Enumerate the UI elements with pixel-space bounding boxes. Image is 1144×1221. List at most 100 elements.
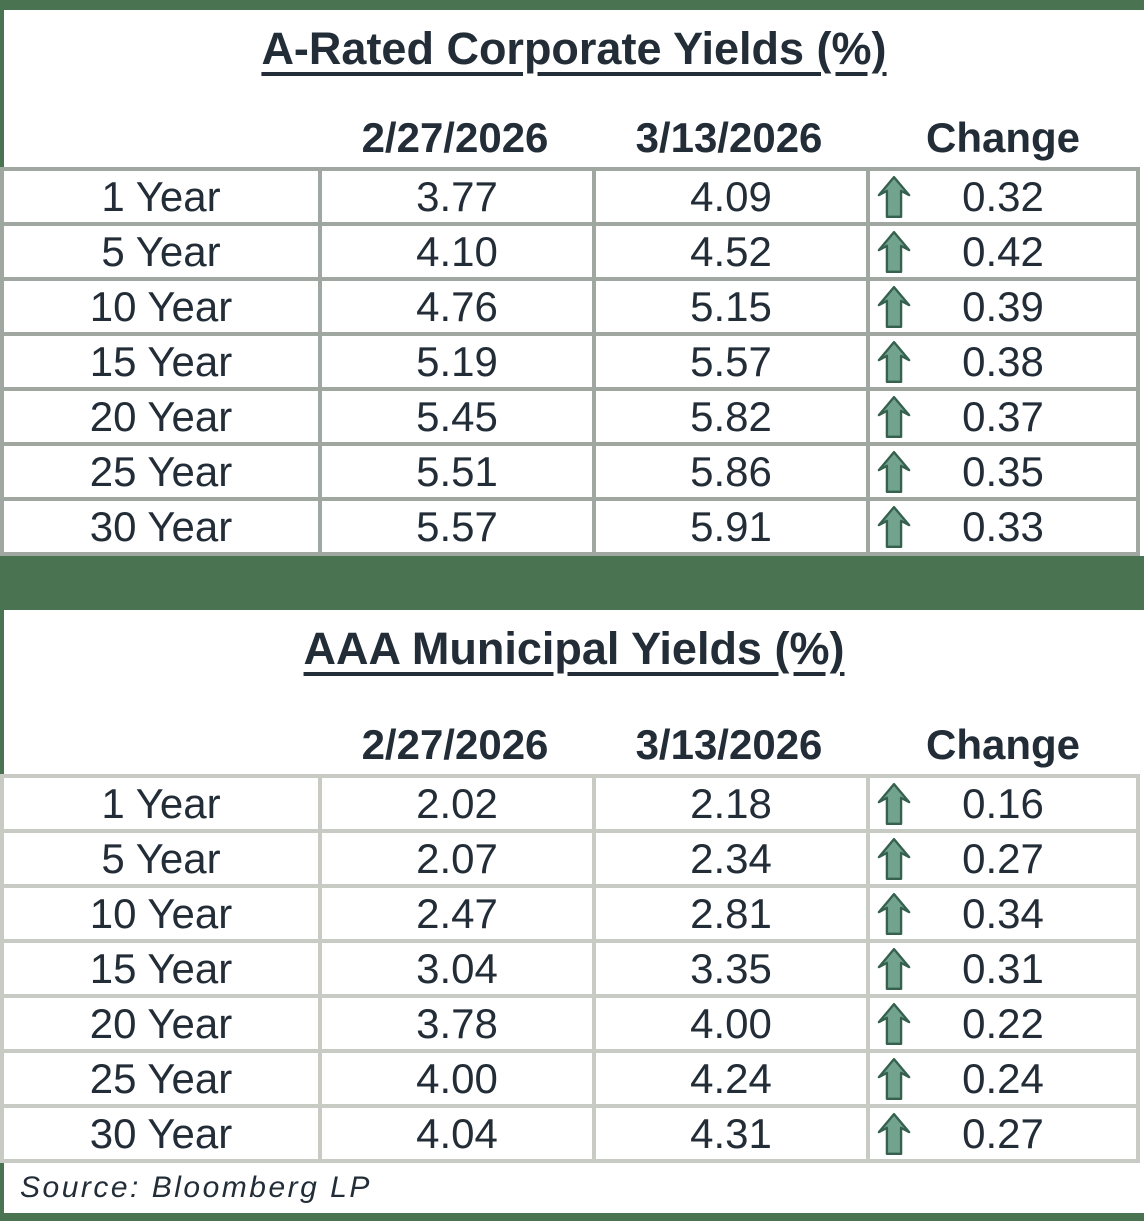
- change-cell: 0.27: [870, 1108, 1136, 1159]
- corporate-yields-table-wrap: 1 Year 3.77 4.09 0.32 5 Year 4.10 4.52 0…: [0, 167, 1144, 556]
- municipal-yields-title: AAA Municipal Yields (%): [4, 624, 1144, 674]
- up-arrow-icon: [877, 837, 911, 880]
- change-cell: 0.39: [870, 281, 1136, 332]
- row-label: 20 Year: [4, 391, 318, 442]
- municipal-yields-title-text: AAA Municipal Yields (%): [303, 623, 845, 674]
- change-cell: 0.22: [870, 998, 1136, 1049]
- row-label: 25 Year: [4, 1053, 318, 1104]
- up-arrow-icon: [877, 1112, 911, 1155]
- row-label: 30 Year: [4, 1108, 318, 1159]
- municipal-yields-column-headers: 2/27/2026 3/13/2026 Change: [4, 716, 1144, 774]
- curr-yield-cell: 2.81: [596, 888, 866, 939]
- up-arrow-icon: [877, 1002, 911, 1045]
- prev-yield-cell: 4.76: [322, 281, 592, 332]
- change-cell: 0.24: [870, 1053, 1136, 1104]
- change-value: 0.31: [962, 945, 1044, 992]
- corporate-yields-table: 1 Year 3.77 4.09 0.32 5 Year 4.10 4.52 0…: [0, 167, 1140, 556]
- prev-yield-cell: 4.10: [322, 226, 592, 277]
- row-label: 5 Year: [4, 226, 318, 277]
- up-arrow-icon: [877, 285, 911, 328]
- prev-yield-cell: 5.57: [322, 501, 592, 552]
- change-cell: 0.16: [870, 778, 1136, 829]
- change-value: 0.27: [962, 1110, 1044, 1157]
- curr-yield-cell: 5.86: [596, 446, 866, 497]
- prev-yield-cell: 2.02: [322, 778, 592, 829]
- change-value: 0.33: [962, 503, 1044, 550]
- change-value: 0.24: [962, 1055, 1044, 1102]
- municipal-yields-table: 1 Year 2.02 2.18 0.16 5 Year 2.07 2.34 0…: [0, 774, 1140, 1163]
- curr-yield-cell: 4.52: [596, 226, 866, 277]
- row-label: 15 Year: [4, 943, 318, 994]
- curr-yield-cell: 4.09: [596, 171, 866, 222]
- corporate-yields-column-headers: 2/27/2026 3/13/2026 Change: [4, 109, 1144, 167]
- municipal-yields-header-panel: AAA Municipal Yields (%) 2/27/2026 3/13/…: [4, 610, 1144, 774]
- row-label: 5 Year: [4, 833, 318, 884]
- prev-yield-cell: 3.78: [322, 998, 592, 1049]
- up-arrow-icon: [877, 395, 911, 438]
- up-arrow-icon: [877, 505, 911, 548]
- change-cell: 0.37: [870, 391, 1136, 442]
- column-header-date-2: 3/13/2026: [635, 114, 823, 161]
- change-cell: 0.35: [870, 446, 1136, 497]
- row-label: 15 Year: [4, 336, 318, 387]
- change-value: 0.27: [962, 835, 1044, 882]
- prev-yield-cell: 5.45: [322, 391, 592, 442]
- row-label: 30 Year: [4, 501, 318, 552]
- column-header-date-1: 2/27/2026: [361, 721, 549, 768]
- row-label: 10 Year: [4, 281, 318, 332]
- prev-yield-cell: 4.04: [322, 1108, 592, 1159]
- prev-yield-cell: 2.47: [322, 888, 592, 939]
- top-green-strip: [0, 0, 1144, 10]
- curr-yield-cell: 3.35: [596, 943, 866, 994]
- row-label: 1 Year: [4, 778, 318, 829]
- column-header-change: Change: [925, 721, 1080, 768]
- prev-yield-cell: 4.00: [322, 1053, 592, 1104]
- change-value: 0.35: [962, 448, 1044, 495]
- prev-yield-cell: 5.19: [322, 336, 592, 387]
- row-label: 20 Year: [4, 998, 318, 1049]
- change-cell: 0.27: [870, 833, 1136, 884]
- up-arrow-icon: [877, 892, 911, 935]
- prev-yield-cell: 3.04: [322, 943, 592, 994]
- change-cell: 0.33: [870, 501, 1136, 552]
- curr-yield-cell: 5.91: [596, 501, 866, 552]
- up-arrow-icon: [877, 230, 911, 273]
- source-attribution: Source: Bloomberg LP: [4, 1163, 1144, 1213]
- up-arrow-icon: [877, 450, 911, 493]
- municipal-yields-table-wrap: 1 Year 2.02 2.18 0.16 5 Year 2.07 2.34 0…: [0, 774, 1144, 1163]
- change-cell: 0.31: [870, 943, 1136, 994]
- column-header-date-1: 2/27/2026: [361, 114, 549, 161]
- corporate-yields-title: A-Rated Corporate Yields (%): [4, 24, 1144, 74]
- prev-yield-cell: 3.77: [322, 171, 592, 222]
- up-arrow-icon: [877, 1057, 911, 1100]
- change-cell: 0.38: [870, 336, 1136, 387]
- prev-yield-cell: 5.51: [322, 446, 592, 497]
- corporate-yields-header-panel: A-Rated Corporate Yields (%) 2/27/2026 3…: [4, 10, 1144, 167]
- bottom-green-strip: [0, 1213, 1144, 1221]
- change-value: 0.39: [962, 283, 1044, 330]
- curr-yield-cell: 4.00: [596, 998, 866, 1049]
- curr-yield-cell: 5.15: [596, 281, 866, 332]
- up-arrow-icon: [877, 947, 911, 990]
- change-value: 0.32: [962, 173, 1044, 220]
- change-value: 0.34: [962, 890, 1044, 937]
- curr-yield-cell: 4.31: [596, 1108, 866, 1159]
- row-label: 25 Year: [4, 446, 318, 497]
- row-label: 1 Year: [4, 171, 318, 222]
- column-header-spacer: [4, 109, 318, 167]
- curr-yield-cell: 5.57: [596, 336, 866, 387]
- column-header-spacer: [4, 716, 318, 774]
- change-cell: 0.32: [870, 171, 1136, 222]
- up-arrow-icon: [877, 340, 911, 383]
- change-value: 0.16: [962, 780, 1044, 827]
- column-header-date-2: 3/13/2026: [635, 721, 823, 768]
- column-header-change: Change: [925, 114, 1080, 161]
- curr-yield-cell: 5.82: [596, 391, 866, 442]
- green-divider-band: [0, 556, 1144, 610]
- up-arrow-icon: [877, 175, 911, 218]
- corporate-yields-title-text: A-Rated Corporate Yields (%): [261, 23, 887, 74]
- curr-yield-cell: 2.34: [596, 833, 866, 884]
- row-label: 10 Year: [4, 888, 318, 939]
- prev-yield-cell: 2.07: [322, 833, 592, 884]
